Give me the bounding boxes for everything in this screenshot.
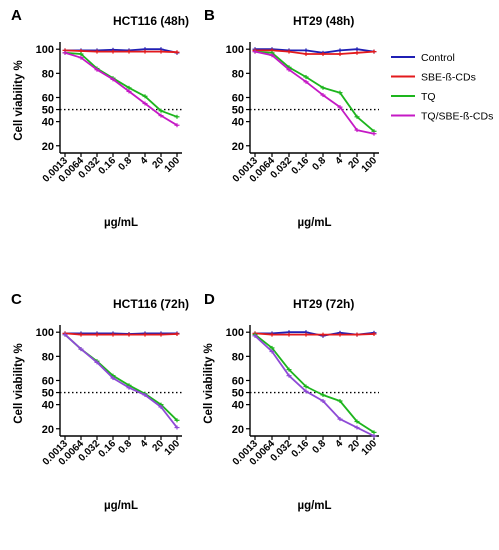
x-tick-label: 100	[360, 155, 380, 175]
y-tick-label: 100	[36, 327, 54, 339]
series-line	[64, 49, 178, 54]
series-TQ	[252, 49, 377, 134]
x-tick-label: 0.8	[117, 155, 135, 173]
y-tick-label: 80	[42, 351, 54, 363]
y-tick-label: 20	[232, 424, 244, 436]
series-line	[254, 50, 375, 132]
x-tick-label: 0.8	[311, 438, 329, 456]
series-line	[64, 51, 178, 118]
legend-label: TQ/SBE-ß-CDs	[421, 111, 493, 123]
series-TQ	[252, 332, 377, 435]
series-TQ/SBE-ß-CDs	[62, 332, 180, 430]
y-tick-label: 60	[232, 92, 244, 104]
panel-D: D HT29 (72h)20405060801000.00130.00640.03…	[203, 291, 379, 512]
series-line	[255, 49, 375, 55]
panels: A HCT116 (48h)20405060801000.00130.00640.…	[11, 7, 379, 512]
panel-title: HCT116 (72h)	[113, 297, 189, 311]
legend-label: Control	[421, 52, 455, 64]
y-tick-label: 40	[232, 117, 244, 129]
panel-B: B HT29 (48h)20405060801000.00130.00640.03…	[204, 7, 379, 229]
y-tick-label: 50	[42, 105, 54, 117]
y-tick-label: 80	[232, 351, 244, 363]
y-tick-label: 60	[232, 375, 244, 387]
series-line	[255, 48, 375, 54]
x-axis-label: µg/mL	[297, 217, 331, 229]
series-line	[254, 333, 375, 434]
panel-title: HT29 (48h)	[293, 14, 354, 28]
y-axis-label: Cell viability %	[203, 343, 215, 424]
series-SBE-ß-CDs	[252, 331, 377, 337]
y-tick-label: 40	[42, 117, 54, 129]
y-tick-label: 50	[232, 388, 244, 400]
series-line	[64, 51, 178, 126]
y-axis-label: Cell viability %	[13, 60, 25, 141]
x-tick-label: 0.16	[290, 438, 312, 460]
series-TQ/SBE-ß-CDs	[252, 49, 377, 136]
x-tick-label: 0.16	[290, 155, 312, 177]
y-tick-label: 60	[42, 92, 54, 104]
panel-C: C HCT116 (72h)20405060801000.00130.00640.…	[11, 291, 189, 512]
panel-letter: B	[204, 7, 215, 24]
series-line	[254, 332, 375, 336]
x-tick-label: 0.8	[311, 155, 329, 173]
series-TQ/SBE-ß-CDs	[252, 333, 377, 438]
series-line	[254, 50, 375, 135]
y-tick-label: 20	[232, 141, 244, 153]
x-tick-label: 100	[360, 438, 380, 458]
panel-letter: D	[204, 291, 215, 308]
series-TQ/SBE-ß-CDs	[62, 50, 180, 128]
series-SBE-ß-CDs	[62, 48, 180, 55]
legend: Control SBE-ß-CDs TQ TQ/SBE-ß-CDs	[391, 52, 493, 123]
x-tick-label: 0.8	[117, 438, 135, 456]
series-SBE-ß-CDs	[62, 331, 180, 337]
y-tick-label: 40	[232, 400, 244, 412]
x-tick-label: 100	[163, 438, 183, 458]
y-tick-label: 40	[42, 400, 54, 412]
x-tick-label: 0.16	[97, 155, 119, 177]
series-line	[64, 333, 178, 429]
panel-A: A HCT116 (48h)20405060801000.00130.00640.…	[11, 7, 189, 229]
legend-label: TQ	[421, 91, 436, 103]
y-tick-label: 20	[42, 424, 54, 436]
series-line	[64, 332, 178, 336]
y-tick-label: 50	[232, 105, 244, 117]
x-tick-label: 0.16	[97, 438, 119, 460]
y-tick-label: 60	[42, 375, 54, 387]
y-tick-label: 100	[226, 327, 244, 339]
series-line	[254, 335, 375, 437]
panel-title: HT29 (72h)	[293, 297, 354, 311]
x-axis-label: µg/mL	[104, 217, 138, 229]
x-axis-label: µg/mL	[104, 500, 138, 512]
y-tick-label: 80	[42, 68, 54, 80]
x-axis-label: µg/mL	[297, 500, 331, 512]
y-tick-label: 20	[42, 141, 54, 153]
legend-label: SBE-ß-CDs	[421, 72, 476, 84]
panel-title: HCT116 (48h)	[113, 14, 189, 28]
y-tick-label: 50	[42, 388, 54, 400]
panel-letter: A	[11, 7, 22, 24]
y-tick-label: 100	[226, 44, 244, 56]
panel-letter: C	[11, 291, 22, 308]
y-tick-label: 100	[36, 44, 54, 56]
y-tick-label: 80	[232, 68, 244, 80]
x-tick-label: 100	[163, 155, 183, 175]
y-axis-label: Cell viability %	[13, 343, 25, 424]
